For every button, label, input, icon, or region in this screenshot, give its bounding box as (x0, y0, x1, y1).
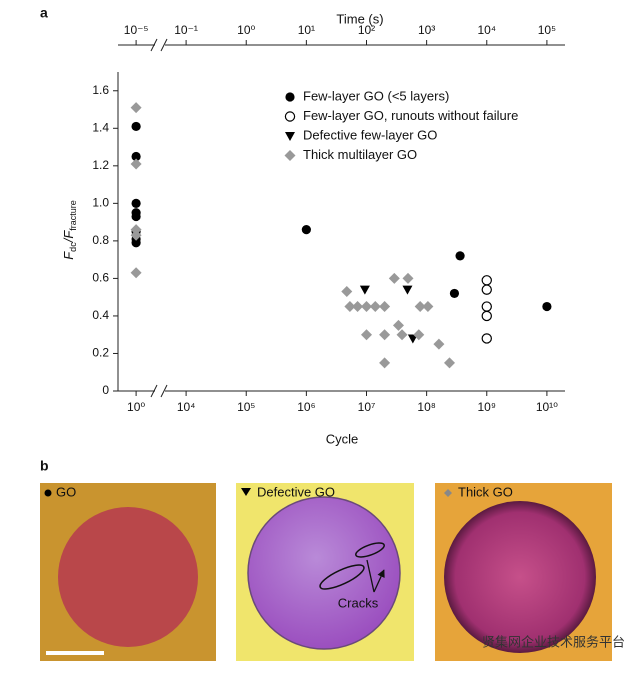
x2-axis-label: Time (s) (336, 11, 383, 26)
x-tick-label: 10⁹ (478, 400, 497, 414)
point (379, 357, 391, 369)
point (542, 301, 552, 312)
flake (444, 501, 596, 653)
x-tick-label: 10⁵ (237, 400, 255, 414)
micrograph-go: GO (40, 483, 216, 661)
point (131, 238, 141, 248)
legend-label: Few-layer GO (<5 layers) (303, 88, 449, 103)
point (433, 338, 445, 350)
x-tick-label: 10⁶ (297, 400, 315, 414)
x-tick-label: 10⁴ (177, 400, 196, 414)
point (341, 286, 353, 298)
point (379, 301, 391, 313)
point (455, 251, 465, 261)
x2-tick-label: 10⁻⁵ (124, 23, 149, 37)
crack-outline (319, 564, 365, 590)
image-label: Thick GO (458, 484, 513, 499)
point (413, 329, 425, 341)
micrograph-defective: Defective GO Cracks (236, 483, 414, 661)
x2-tick-label: 10² (358, 23, 375, 37)
legend-marker (241, 488, 251, 496)
point (301, 225, 311, 235)
x-tick-label: 10⁷ (358, 400, 376, 414)
point (481, 275, 492, 286)
image-label: GO (56, 484, 76, 499)
legend-label: Few-layer GO, runouts without failure (303, 108, 518, 123)
point (402, 272, 414, 284)
point (130, 229, 142, 241)
point (344, 301, 356, 313)
y-axis-label: Fdc/Ffracture (61, 200, 78, 260)
point (392, 319, 404, 331)
scale-bar (46, 651, 104, 655)
x-tick-label: 10⁰ (127, 400, 145, 414)
point (130, 102, 142, 114)
point (396, 329, 408, 341)
point (369, 301, 381, 313)
legend-marker (444, 489, 452, 497)
image-label: Defective GO (257, 484, 335, 499)
x2-tick-label: 10¹ (298, 23, 315, 37)
legend-marker (285, 132, 295, 141)
y-tick-label: 0.6 (92, 271, 109, 285)
annotation: Cracks (338, 595, 379, 610)
legend-marker (284, 150, 296, 161)
x2-tick-label: 10⁵ (538, 23, 556, 37)
point (131, 151, 141, 162)
legend-label: Thick multilayer GO (303, 147, 417, 162)
point (388, 272, 400, 284)
point (443, 357, 455, 369)
flake (58, 507, 198, 647)
flake (247, 496, 401, 650)
crack-outline (355, 542, 385, 558)
panel-label: b (40, 458, 49, 474)
x2-tick-label: 10⁰ (237, 23, 255, 37)
point (449, 288, 460, 299)
y-tick-label: 1.0 (92, 196, 109, 210)
axis-break (150, 38, 168, 398)
watermark: 贤集网企业技术服务平台 (482, 634, 625, 649)
point (481, 333, 492, 344)
point (352, 301, 364, 313)
legend-marker (284, 111, 296, 122)
point (481, 284, 492, 295)
micrograph-thick: Thick GO (435, 483, 612, 661)
point (379, 329, 391, 341)
arrow (366, 559, 384, 593)
x-tick-label: 10⁸ (417, 400, 435, 414)
point (481, 301, 492, 312)
y-tick-label: 0.8 (92, 233, 109, 247)
point (130, 267, 142, 279)
point (361, 329, 372, 341)
point (359, 285, 370, 295)
x2-tick-label: 10⁴ (478, 23, 497, 37)
y-tick-label: 0 (102, 383, 109, 397)
point (131, 198, 141, 208)
point (131, 121, 141, 132)
y-tick-label: 1.6 (92, 83, 109, 97)
point (422, 301, 434, 313)
y-tick-label: 1.2 (92, 158, 109, 172)
point (402, 285, 413, 295)
y-tick-label: 0.2 (92, 346, 109, 360)
point (130, 224, 142, 236)
x2-tick-label: 10³ (418, 23, 435, 37)
x2-tick-label: 10⁻¹ (174, 23, 198, 37)
point (481, 310, 492, 322)
y-tick-label: 0.4 (92, 308, 109, 322)
panel-label: a (40, 5, 48, 21)
legend-label: Defective few-layer GO (303, 127, 437, 142)
x-tick-label: 10¹⁰ (536, 400, 558, 414)
point (130, 158, 142, 170)
y-tick-label: 1.4 (92, 120, 109, 134)
legend-marker (44, 489, 52, 497)
point (361, 301, 372, 313)
point (414, 301, 426, 313)
x-axis-label: Cycle (326, 431, 359, 446)
legend-marker (285, 92, 295, 102)
point (131, 211, 141, 222)
